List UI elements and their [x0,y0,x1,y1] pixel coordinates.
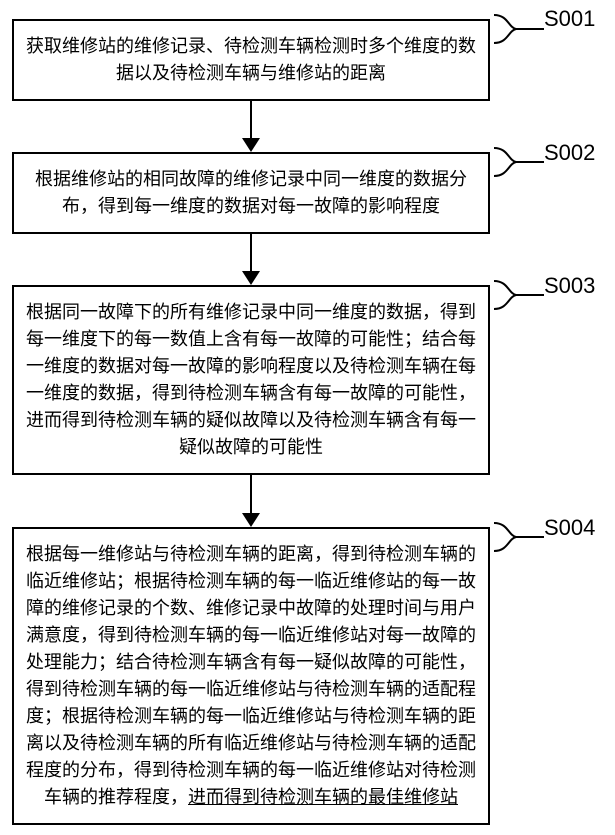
step-label-s002: S002 [544,140,595,166]
label-bracket-icon [492,145,546,179]
label-bracket-icon [492,278,546,312]
arrow-head-icon [242,513,260,527]
step-text: 根据每一维修站与待检测车辆的距离，得到待检测车辆的临近维修站；根据待检测车辆的每… [26,541,476,811]
step-label-s003: S003 [544,273,595,299]
step-box-s001: 获取维修站的维修记录、待检测车辆检测时多个维度的数据以及待检测车辆与维修站的距离 [12,19,490,101]
arrow-head-icon [242,271,260,285]
step-text-segment: 根据每一维修站与待检测车辆的距离，得到待检测车辆的临近维修站；根据待检测车辆的每… [26,544,476,807]
step-box-s003: 根据同一故障下的所有维修记录中同一维度的数据，得到每一维度下的每一数值上含有每一… [12,285,490,475]
arrow-line [250,234,252,271]
step-text: 获取维修站的维修记录、待检测车辆检测时多个维度的数据以及待检测车辆与维修站的距离 [26,33,476,87]
label-bracket-icon [492,520,546,554]
step-box-s004: 根据每一维修站与待检测车辆的距离，得到待检测车辆的临近维修站；根据待检测车辆的每… [12,527,490,825]
flow-arrow [242,234,260,285]
label-bracket-icon [492,12,546,46]
step-text: 根据同一故障下的所有维修记录中同一维度的数据，得到每一维度下的每一数值上含有每一… [26,299,476,461]
flowchart-container: 获取维修站的维修记录、待检测车辆检测时多个维度的数据以及待检测车辆与维修站的距离… [12,19,490,825]
step-text-segment: 进而得到待检测车辆的最佳维修站 [188,787,458,807]
arrow-head-icon [242,138,260,152]
flow-arrow [242,475,260,527]
arrow-line [250,475,252,513]
flow-arrow [242,101,260,152]
step-box-s002: 根据维修站的相同故障的维修记录中同一维度的数据分布，得到每一维度的数据对每一故障… [12,152,490,234]
step-label-s004: S004 [544,515,595,541]
arrow-line [250,101,252,138]
step-label-s001: S001 [544,6,595,32]
step-text: 根据维修站的相同故障的维修记录中同一维度的数据分布，得到每一维度的数据对每一故障… [26,166,476,220]
